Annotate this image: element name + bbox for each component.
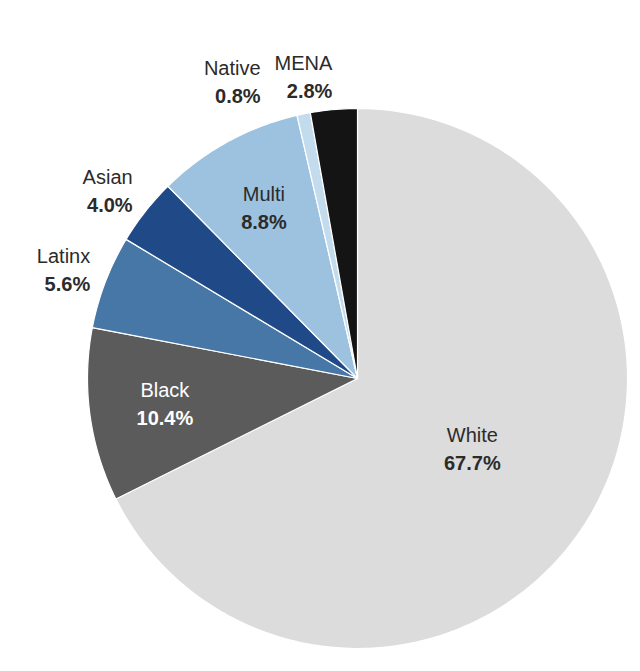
- svg-text:67.7%: 67.7%: [444, 452, 501, 474]
- svg-text:White: White: [447, 424, 498, 446]
- svg-text:0.8%: 0.8%: [215, 85, 261, 107]
- svg-text:8.8%: 8.8%: [241, 210, 287, 232]
- svg-text:5.6%: 5.6%: [45, 273, 91, 295]
- svg-text:MENA: MENA: [275, 52, 333, 74]
- svg-text:2.8%: 2.8%: [287, 80, 333, 102]
- svg-text:10.4%: 10.4%: [137, 407, 194, 429]
- svg-text:Native: Native: [204, 57, 261, 79]
- svg-text:4.0%: 4.0%: [87, 194, 133, 216]
- svg-text:Latinx: Latinx: [37, 245, 90, 267]
- svg-text:Multi: Multi: [243, 182, 285, 204]
- svg-text:Asian: Asian: [83, 166, 133, 188]
- svg-text:Black: Black: [140, 379, 190, 401]
